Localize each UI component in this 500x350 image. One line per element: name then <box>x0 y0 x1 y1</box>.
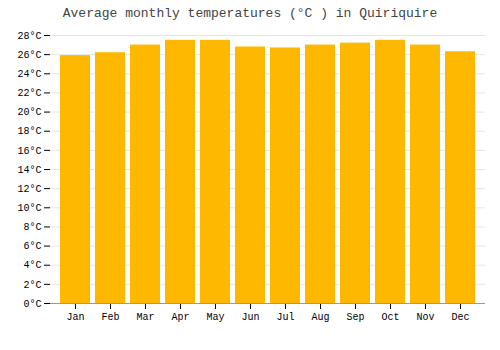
svg-text:4°C: 4°C <box>23 260 41 271</box>
svg-text:6°C: 6°C <box>23 241 41 252</box>
svg-text:Sep: Sep <box>346 312 364 323</box>
svg-text:22°C: 22°C <box>17 88 41 99</box>
svg-text:Nov: Nov <box>416 312 434 323</box>
svg-text:Jan: Jan <box>66 312 84 323</box>
svg-text:Aug: Aug <box>311 312 329 323</box>
svg-text:Feb: Feb <box>101 312 119 323</box>
svg-text:14°C: 14°C <box>17 165 41 176</box>
svg-text:18°C: 18°C <box>17 126 41 137</box>
svg-text:8°C: 8°C <box>23 222 41 233</box>
svg-text:Apr: Apr <box>171 312 189 323</box>
html-text:Average monthly temperatures (: Average monthly temperatures (°C ) in Qu… <box>62 6 438 21</box>
svg-text:May: May <box>206 312 224 323</box>
svg-text:2°C: 2°C <box>23 280 41 291</box>
svg-text:Mar: Mar <box>136 312 154 323</box>
svg-text:20°C: 20°C <box>17 107 41 118</box>
svg-text:Jul: Jul <box>276 312 294 323</box>
svg-text:0°C: 0°C <box>23 299 41 310</box>
svg-text:26°C: 26°C <box>17 50 41 61</box>
svg-text:Oct: Oct <box>381 312 399 323</box>
svg-text:10°C: 10°C <box>17 203 41 214</box>
svg-text:Dec: Dec <box>451 312 469 323</box>
svg-text:24°C: 24°C <box>17 69 41 80</box>
svg-text:28°C: 28°C <box>17 31 41 42</box>
svg-text:12°C: 12°C <box>17 184 41 195</box>
svg-text:Jun: Jun <box>241 312 259 323</box>
svg-text:16°C: 16°C <box>17 146 41 157</box>
